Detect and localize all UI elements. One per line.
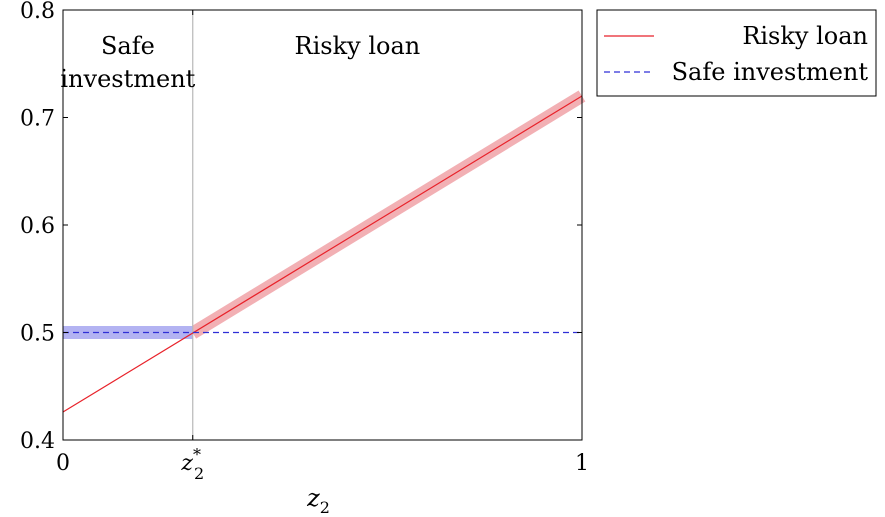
x-tick-label: z* 2 xyxy=(180,445,204,483)
y-tick-label: 0.4 xyxy=(20,429,55,454)
region-label: Risky loan xyxy=(295,32,421,60)
highlight-bands xyxy=(63,90,586,339)
x-axis-label-text: z2 xyxy=(306,484,330,517)
x-tick-label: 1 xyxy=(575,451,589,476)
region-label: investment xyxy=(60,65,195,93)
region-label: Safe xyxy=(101,32,155,60)
y-tick-label: 0.7 xyxy=(20,107,55,132)
x-tick-label: 0 xyxy=(56,451,70,476)
y-tick-label: 0.6 xyxy=(20,214,55,239)
y-tick-label: 0.8 xyxy=(20,0,55,24)
x-axis-label: z2 xyxy=(306,484,330,517)
legend: Risky loan Safe investment xyxy=(596,9,877,97)
legend-label: Safe investment xyxy=(672,58,869,86)
y-tick-label: 0.5 xyxy=(20,322,55,347)
axis-ticks xyxy=(62,9,583,441)
series-lines xyxy=(62,95,583,413)
series-line-risky-loan xyxy=(62,95,583,413)
legend-box xyxy=(596,9,877,97)
region-labels: Safe investment Risky loan xyxy=(60,32,420,93)
axis-tick-labels: 0.4 0.5 0.6 0.7 0.8 0 z* 2 1 xyxy=(20,0,589,483)
legend-label: Risky loan xyxy=(742,22,868,50)
